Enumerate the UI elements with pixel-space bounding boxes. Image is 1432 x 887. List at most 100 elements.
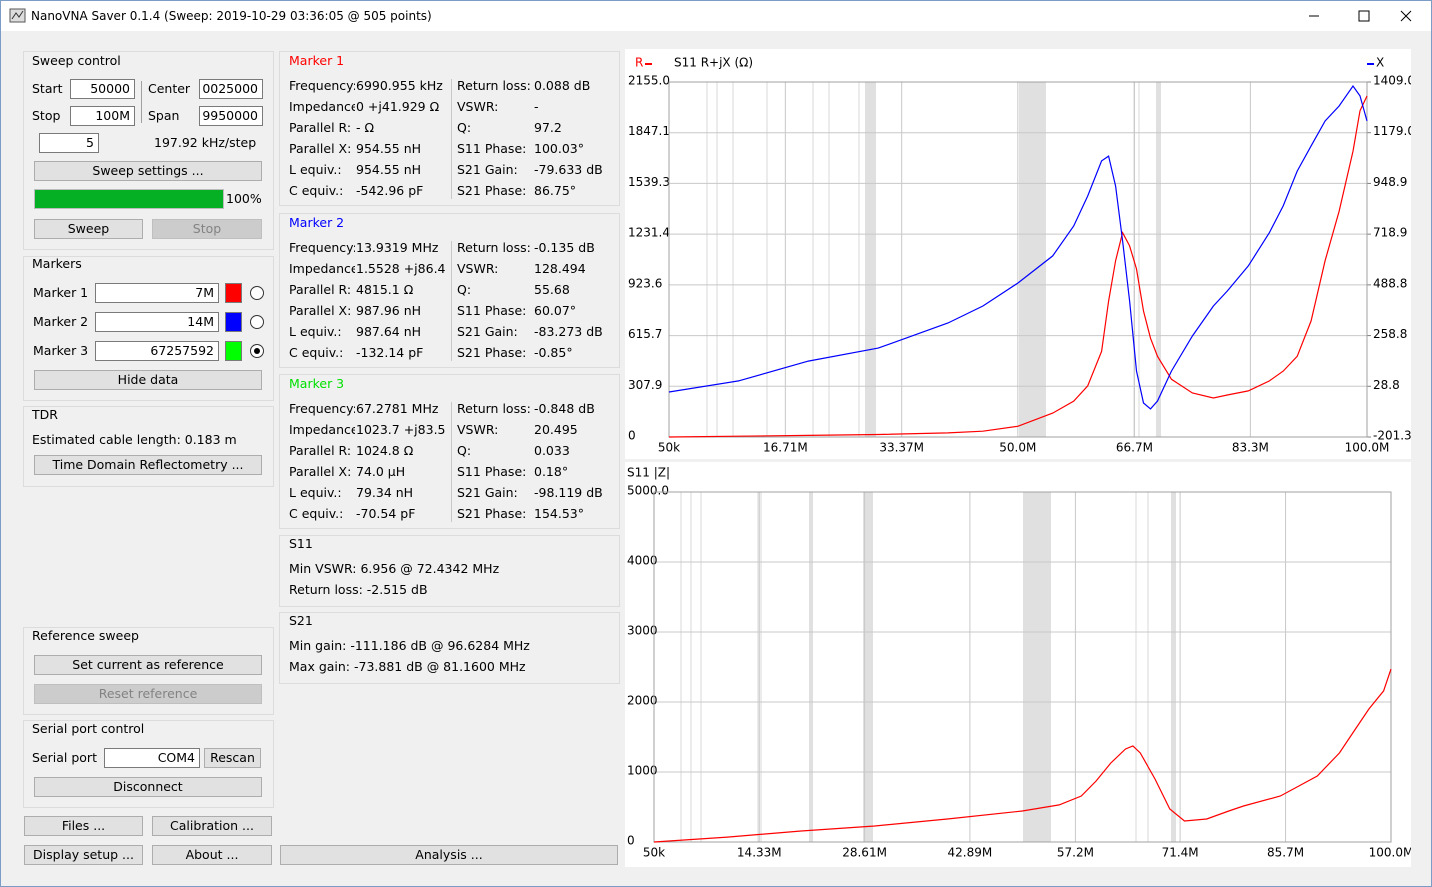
analysis-button[interactable]: Analysis ... (280, 845, 618, 865)
field-value: 100.03° (534, 141, 584, 156)
group-title: Serial port control (32, 721, 145, 736)
x-tick-label: 66.7M (1116, 441, 1153, 455)
field-value: 60.07° (534, 303, 577, 318)
field-label: Parallel X: (289, 141, 352, 156)
stop-input[interactable]: 100M (70, 106, 135, 126)
calibration-button[interactable]: Calibration ... (152, 816, 272, 836)
field-value: 0.088 dB (534, 78, 591, 93)
marker-label: Marker 3 (33, 343, 89, 358)
x-tick-label: 28.61M (842, 846, 887, 860)
field-label: Q: (457, 120, 472, 135)
x-tick-label: 100.0M (1345, 441, 1390, 455)
marker-label: Marker 1 (33, 285, 89, 300)
field-label: Return loss: (457, 78, 531, 93)
charts: 50k 16.71M 33.37M 50.0M 66.7M 83.3M 100.0M 0 307… (625, 49, 1411, 867)
field-value: 79.34 nH (356, 485, 414, 500)
y2-tick-label: 258.8 (1373, 327, 1407, 341)
group-title: Reference sweep (32, 628, 139, 643)
sweep-band (1023, 492, 1051, 842)
sweep-band (1171, 492, 1176, 842)
plot-frame (653, 491, 1392, 843)
field-label: Span (148, 108, 180, 123)
window-controls[interactable] (1291, 1, 1431, 31)
step-label: 197.92 kHz/step (154, 135, 257, 150)
field-label: Parallel R: (289, 120, 352, 135)
marker-color[interactable] (225, 283, 242, 303)
sweep-settings-button[interactable]: Sweep settings ... (34, 161, 262, 181)
chart-background (625, 462, 1411, 867)
separator (451, 241, 452, 361)
sweep-button[interactable]: Sweep (34, 219, 143, 239)
marker-input[interactable]: 67257592 (95, 341, 219, 361)
rescan-button[interactable]: Rescan (204, 748, 261, 768)
field-value: 1023.7 +j83.5 (356, 422, 446, 437)
marker-input[interactable]: 7M (95, 283, 219, 303)
marker-details-group (279, 213, 620, 368)
field-value: 0.033 (534, 443, 570, 458)
legend-label: R (635, 56, 643, 70)
serial-group (23, 720, 274, 808)
field-label: C equiv.: (289, 183, 344, 198)
stop-button[interactable]: Stop (152, 219, 262, 239)
display-setup-button[interactable]: Display setup ... (24, 845, 143, 865)
reset-reference-button[interactable]: Reset reference (34, 684, 262, 704)
field-value: 0.18° (534, 464, 569, 479)
disconnect-button[interactable]: Disconnect (34, 777, 262, 797)
summary-row: Max gain: -73.881 dB @ 81.1600 MHz (289, 659, 526, 674)
field-label: S11 Phase: (457, 303, 527, 318)
field-label: VSWR: (457, 99, 499, 114)
field-value: 97.2 (534, 120, 562, 135)
progress-label: 100% (226, 191, 262, 206)
field-label: S21 Phase: (457, 506, 527, 521)
set-reference-button[interactable]: Set current as reference (34, 655, 262, 675)
field-label: Q: (457, 443, 472, 458)
tdr-group (23, 406, 274, 487)
y-tick-label: 1000 (627, 764, 658, 778)
segments-input[interactable]: 5 (39, 133, 99, 153)
progress-fill (35, 190, 223, 208)
marker-input[interactable]: 14M (95, 312, 219, 332)
center-input[interactable]: 0025000 (199, 79, 263, 99)
field-label: L equiv.: (289, 162, 342, 177)
data-line (653, 668, 1392, 843)
marker-details-group (279, 374, 620, 529)
span-input[interactable]: 9950000 (199, 106, 263, 126)
marker-radio[interactable] (250, 315, 264, 329)
y-tick-label: 2155.0 (628, 74, 670, 88)
marker-color[interactable] (225, 341, 242, 361)
field-label: Return loss: (457, 240, 531, 255)
field-value: 67.2781 MHz (356, 401, 439, 416)
group-title: S11 (289, 536, 313, 551)
hide-data-button[interactable]: Hide data (34, 370, 262, 390)
chart-title: S11 |Z| (627, 466, 670, 480)
about-button[interactable]: About ... (152, 845, 272, 865)
port-input[interactable]: COM4 (104, 748, 200, 768)
marker-color[interactable] (225, 312, 242, 332)
marker-radio[interactable] (250, 344, 264, 358)
field-label: S11 Phase: (457, 464, 527, 479)
field-label: S21 Gain: (457, 485, 518, 500)
field-label: Parallel X: (289, 464, 352, 479)
data-line (668, 95, 1368, 438)
field-value: 55.68 (534, 282, 570, 297)
y-tick-label: 0 (627, 834, 635, 848)
tdr-button[interactable]: Time Domain Reflectometry ... (34, 455, 262, 475)
markers-group (23, 256, 274, 401)
field-value: 1.5528 +j86.4 (356, 261, 446, 276)
field-value: -79.633 dB (534, 162, 603, 177)
files-button[interactable]: Files ... (24, 816, 143, 836)
x-tick-label: 100.0M (1369, 846, 1411, 860)
field-value: 1024.8 Ω (356, 443, 414, 458)
data-line (668, 84, 1368, 410)
y-tick-label: 307.9 (628, 378, 662, 392)
y2-tick-label: 488.8 (1373, 276, 1407, 290)
title-bar: NanoVNA Saver 0.1.4 (Sweep: 2019-10-29 0… (1, 1, 1431, 31)
y2-tick-label: 1179.0 (1373, 124, 1411, 138)
sweep-band (809, 492, 813, 842)
start-input[interactable]: 50000 (70, 79, 135, 99)
field-label: Center (148, 81, 191, 96)
y2-tick-label: 948.9 (1373, 175, 1407, 189)
marker-radio[interactable] (250, 286, 264, 300)
y-tick-label: 923.6 (628, 276, 662, 290)
plot-frame (668, 81, 1368, 438)
